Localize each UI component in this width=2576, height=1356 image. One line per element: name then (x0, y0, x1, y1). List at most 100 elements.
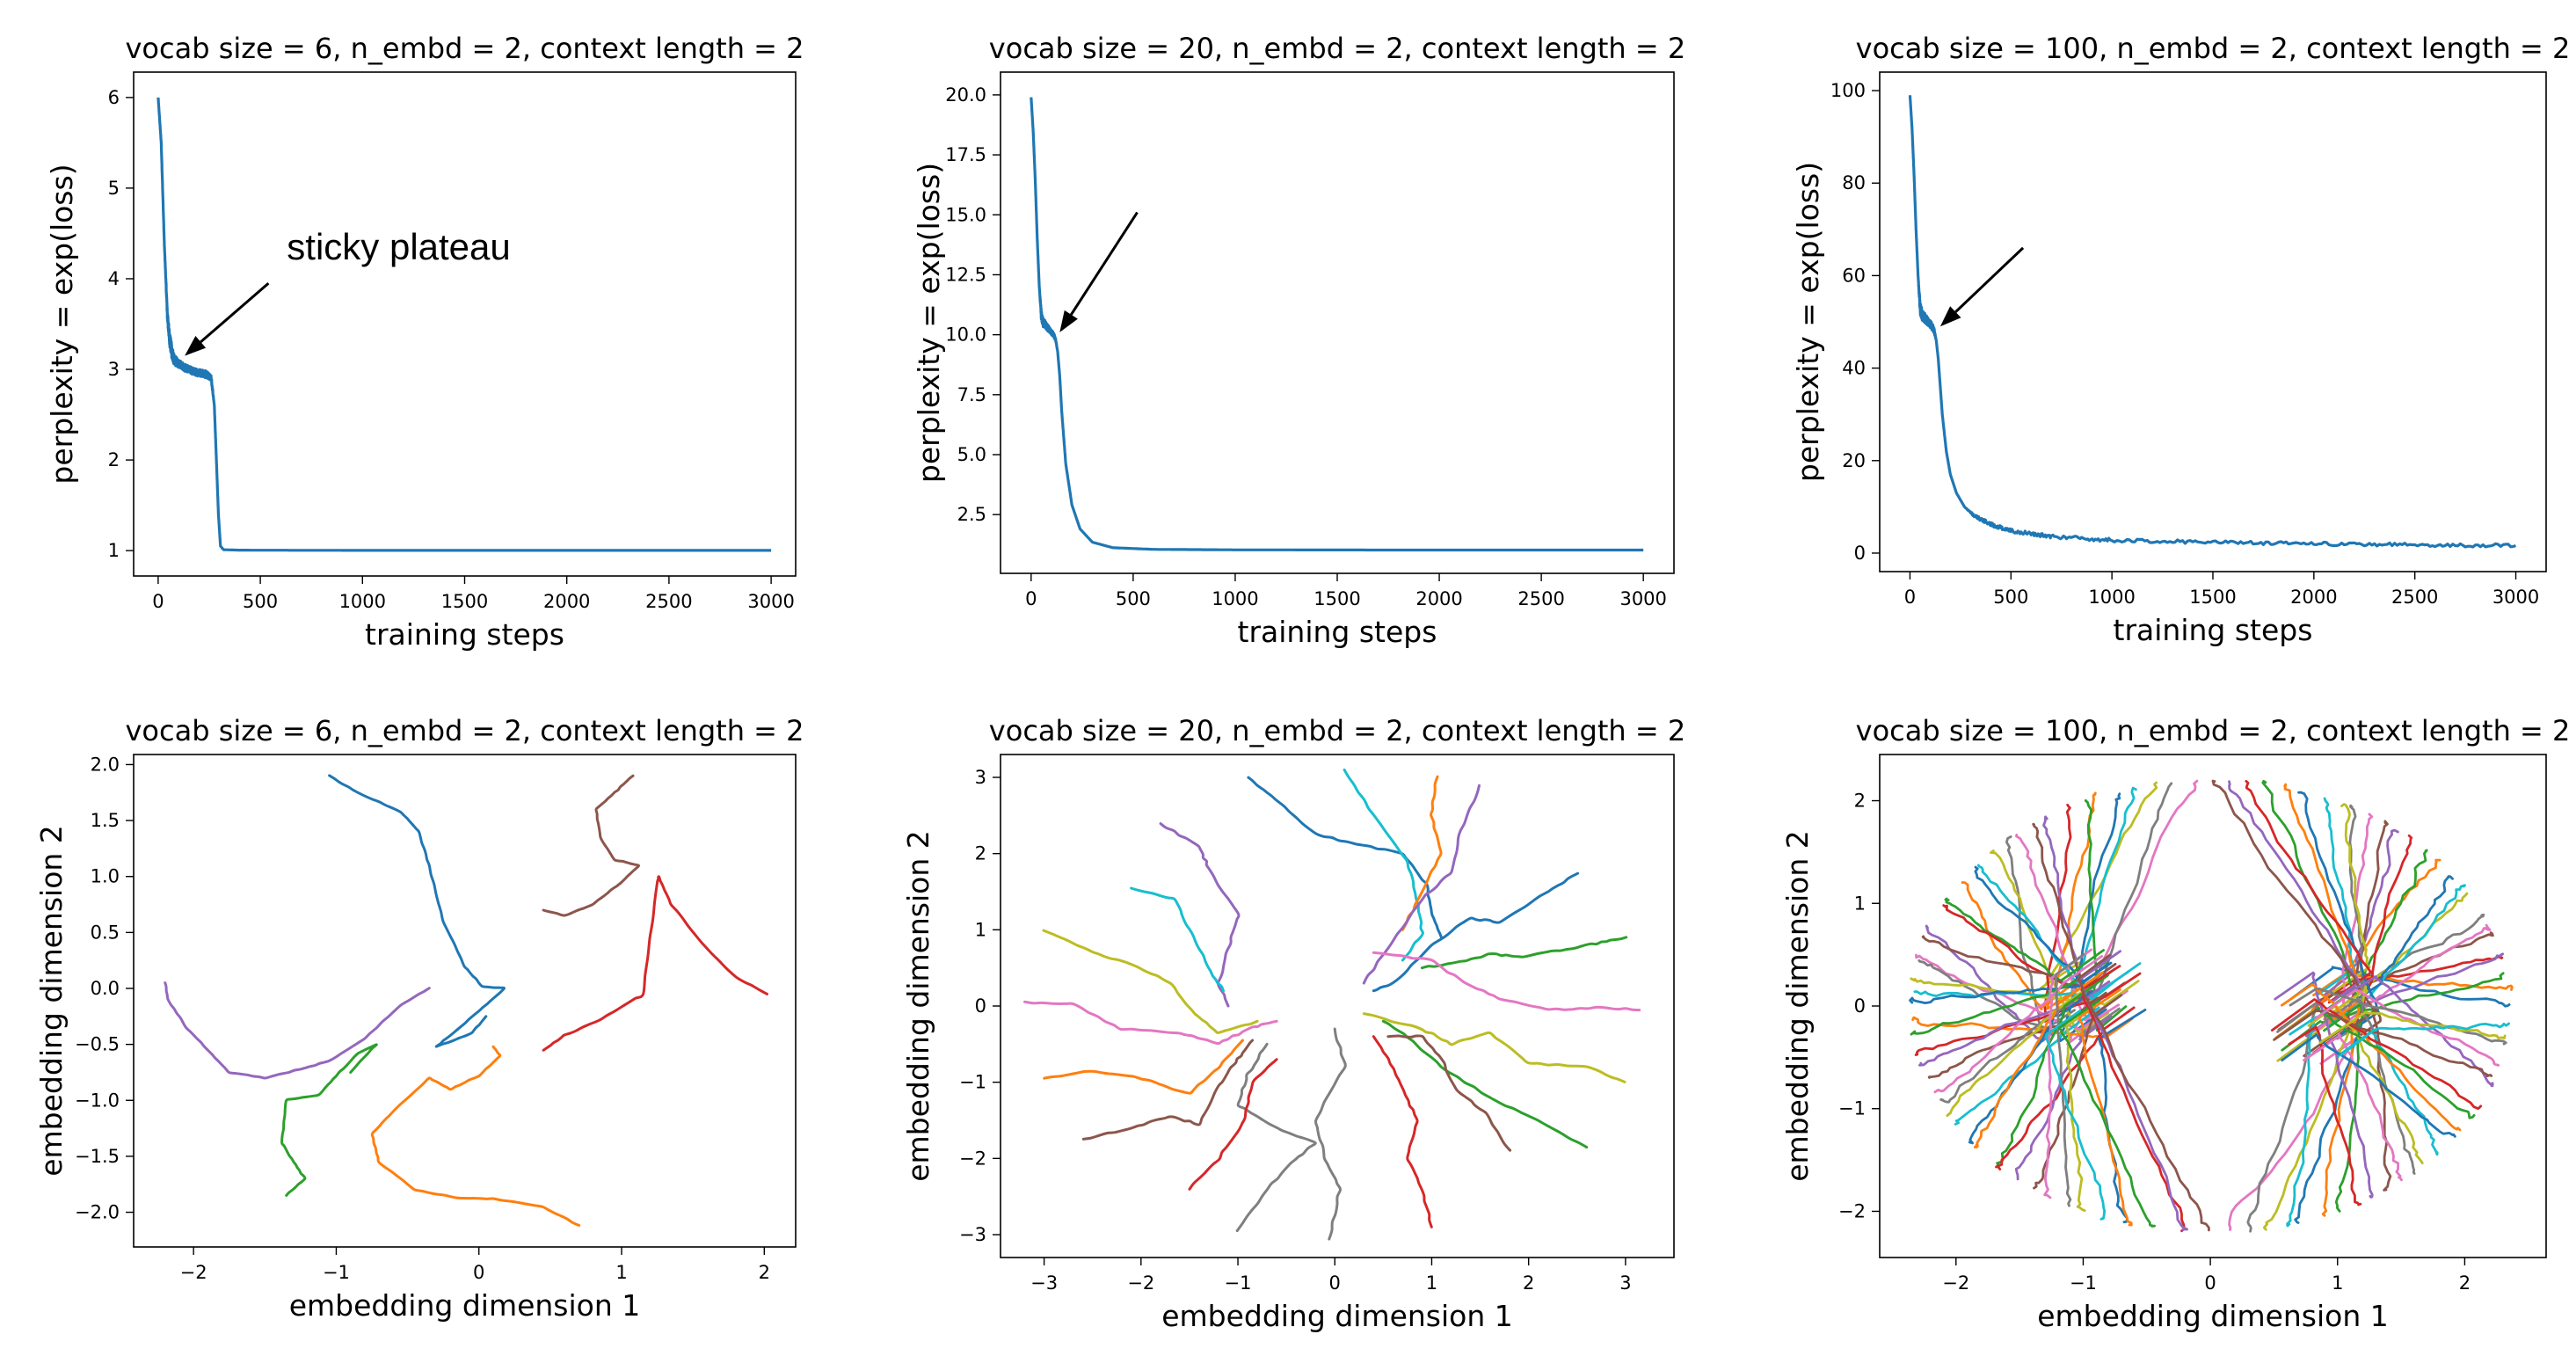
y-tick-label: 80 (1842, 172, 1866, 193)
y-tick-label: −2.0 (75, 1202, 120, 1223)
x-tick-label: 500 (1116, 588, 1151, 609)
embedding-trajectory (1043, 1039, 1244, 1095)
embedding-trajectory (2245, 779, 2374, 1004)
embedding-trajectory (2286, 1016, 2318, 1228)
y-tick-label: −3 (959, 1224, 986, 1245)
x-tick-label: −1 (1225, 1272, 1252, 1294)
x-axis-label: embedding dimension 1 (2037, 1299, 2389, 1333)
y-tick-label: 5 (108, 178, 120, 199)
embedding-trajectory (2347, 1008, 2392, 1192)
x-tick-label: 0 (1329, 1272, 1341, 1294)
embedding-trajectory (2014, 1015, 2113, 1181)
embedding-trajectory (1921, 935, 2117, 989)
embedding-trajectory (2323, 997, 2416, 1175)
y-tick-label: −2 (959, 1148, 986, 1169)
axes-frame (1000, 71, 1675, 574)
x-tick-label: 1500 (1313, 588, 1360, 609)
y-tick-label: 4 (108, 268, 120, 289)
chart-title: vocab size = 6, n_embd = 2, context leng… (125, 714, 804, 747)
embedding-trajectory (1915, 953, 2121, 1032)
x-tick-label: 500 (1993, 587, 2028, 608)
annotation-text: sticky plateau (287, 226, 510, 267)
embedding-trajectory (542, 774, 641, 917)
chart-title: vocab size = 6, n_embd = 2, context leng… (125, 32, 804, 65)
loss-chart-vocab-100: 0 500 1000 1500 2000 2500 3000 0 20 40 60 80 100 voca… (1791, 32, 2570, 647)
embedding-trajectory (2033, 994, 2123, 1190)
embedding-trajectory (1042, 929, 1259, 1034)
embedding-trajectory (1973, 971, 2104, 1148)
y-tick-label: 1 (975, 919, 986, 940)
y-tick-label: 1.0 (91, 866, 120, 887)
plot-area (164, 774, 768, 1227)
y-axis-label: perplexity = exp(loss) (45, 164, 79, 484)
y-tick-label: 2 (1854, 791, 1866, 812)
embedding-trajectory (164, 981, 431, 1080)
x-axis-label: training steps (2114, 613, 2313, 647)
embedding-trajectory (1909, 962, 2110, 1004)
x-axis-label: training steps (1238, 615, 1437, 649)
y-tick-label: 2 (975, 843, 986, 864)
embedding-trajectory (1933, 955, 2103, 1094)
x-tick-label: 1000 (339, 591, 386, 612)
x-tick-label: 1000 (1212, 588, 1258, 609)
y-tick-label: 0 (1854, 543, 1866, 564)
x-axis-label: embedding dimension 1 (289, 1288, 641, 1323)
y-tick-label: 0 (975, 995, 986, 1017)
y-tick-label: −2 (1838, 1200, 1866, 1221)
embedding-trajectory (1081, 1039, 1255, 1141)
y-tick-label: 12.5 (945, 264, 986, 285)
y-tick-label: −1 (959, 1072, 986, 1093)
x-tick-label: −2 (180, 1262, 207, 1283)
x-tick-label: −2 (1127, 1272, 1154, 1294)
embedding-trajectory (2343, 975, 2494, 1088)
y-axis-label: perplexity = exp(loss) (1791, 162, 1825, 482)
axes-frame (1879, 71, 2547, 572)
x-tick-label: 1 (1426, 1272, 1437, 1294)
y-tick-label: 10.0 (945, 324, 986, 346)
y-tick-label: −1.0 (75, 1090, 120, 1111)
embedding-trajectory (1362, 1012, 1626, 1083)
x-axis-label: training steps (365, 617, 564, 652)
embedding-trajectory (2286, 1006, 2476, 1119)
axes-frame (1879, 754, 2547, 1258)
y-tick-label: 3 (108, 359, 120, 380)
embedding-trajectory (2318, 1010, 2507, 1045)
embedding-trajectory (2281, 983, 2462, 1132)
x-tick-label: 2000 (1415, 588, 1462, 609)
embedding-trajectory (2273, 1009, 2493, 1078)
x-tick-label: 3000 (2492, 587, 2539, 608)
y-tick-label: 2 (108, 449, 120, 470)
embedding-trajectory (1918, 980, 2111, 1067)
embedding-trajectory (2348, 875, 2454, 1005)
x-tick-label: 3 (1619, 1272, 1631, 1294)
embedding-trajectory (2076, 953, 2210, 1232)
chart-title: vocab size = 100, n_embd = 2, context le… (1856, 714, 2571, 747)
x-tick-label: 1 (2332, 1272, 2343, 1294)
annotation-arrowhead (1939, 306, 1961, 327)
x-tick-label: −1 (2070, 1272, 2097, 1294)
embedding-trajectory (2347, 923, 2492, 1022)
x-tick-label: 1500 (2189, 587, 2236, 608)
x-tick-label: 1500 (441, 591, 488, 612)
embedding-chart-vocab-100: −2 −1 0 1 2 −2 −1 0 1 2 vocab size = 100, n_embd =… (1780, 714, 2570, 1333)
embedding-trajectory (1023, 1000, 1278, 1046)
embedding-trajectory (2288, 1025, 2362, 1207)
embedding-trajectory (2289, 988, 2507, 1046)
embedding-trajectory (2289, 966, 2511, 1008)
embedding-trajectory (2043, 948, 2092, 1199)
embedding-trajectory (1961, 881, 2075, 1010)
x-tick-label: 2500 (1517, 588, 1564, 609)
y-tick-label: 5.0 (957, 444, 986, 465)
plot-area (1908, 94, 2516, 549)
y-tick-label: 40 (1842, 358, 1866, 379)
x-tick-label: 0 (1904, 587, 1916, 608)
embedding-trajectory (2277, 931, 2494, 1032)
embedding-trajectory (2228, 780, 2361, 1003)
embedding-trajectory (2339, 1022, 2510, 1057)
embedding-trajectory (1372, 1035, 1433, 1228)
x-tick-label: −2 (1942, 1272, 1969, 1294)
embedding-trajectory (1420, 936, 1628, 970)
embedding-trajectory (2337, 1030, 2439, 1156)
embedding-trajectory (1362, 784, 1481, 985)
